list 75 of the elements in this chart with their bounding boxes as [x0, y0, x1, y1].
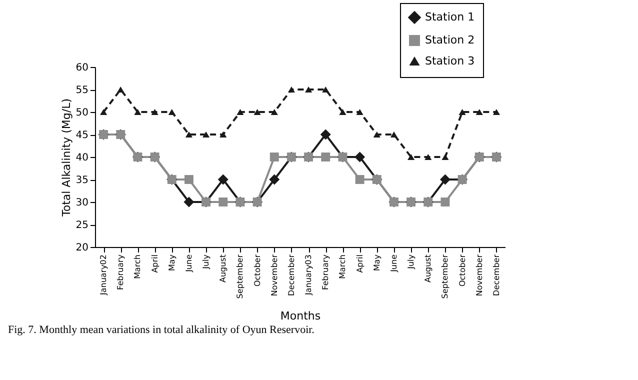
point: [339, 108, 346, 116]
y-tick-label: 50: [76, 108, 88, 118]
y-axis-title: Total Alkalinity (Mg/L): [60, 98, 73, 218]
point: [442, 154, 449, 160]
x-tick-label: June: [184, 254, 194, 273]
point: [269, 174, 280, 185]
x-tick-label: October: [458, 254, 467, 287]
point: [254, 108, 261, 116]
y-tick-label: 45: [76, 130, 88, 141]
point: [354, 152, 366, 162]
x-tick-label: November: [270, 254, 279, 296]
y-tick-label: 55: [76, 85, 88, 96]
legend-label: Station 1: [425, 10, 475, 24]
point: [492, 108, 500, 116]
y-tick-label: 40: [76, 152, 88, 164]
x-tick-label: July: [406, 254, 416, 270]
y-tick-label: 60: [76, 62, 88, 74]
x-tick-label: September: [236, 254, 245, 299]
x-tick-label: December: [492, 254, 501, 296]
x-tick-label: May: [372, 254, 382, 272]
x-tick-label: February: [321, 254, 330, 290]
point: [458, 108, 466, 116]
point: [373, 131, 380, 138]
point: [220, 131, 227, 138]
point: [185, 131, 192, 138]
x-tick-label: February: [116, 254, 126, 290]
point: [184, 175, 194, 184]
point: [100, 108, 108, 116]
y-tick-label: 25: [76, 220, 88, 231]
point: [184, 196, 194, 208]
x-tick-label: March: [338, 254, 348, 279]
x-tick-label: May: [167, 254, 176, 272]
point: [321, 152, 330, 162]
point: [424, 154, 432, 160]
x-tick-label: April: [150, 254, 160, 273]
point: [134, 108, 142, 116]
point: [408, 154, 415, 160]
x-tick-label: December: [286, 254, 296, 296]
point: [151, 108, 158, 116]
point: [218, 174, 228, 185]
y-tick-label: 30: [76, 198, 88, 208]
point: [440, 198, 450, 206]
x-tick-label: January02: [99, 254, 108, 296]
point: [218, 198, 228, 206]
caption: Fig. 7. Monthly mean variations in total alkalinity of Oyun Reservoir.: [8, 324, 316, 336]
point: [390, 131, 398, 138]
legend-label: Station 2: [425, 34, 475, 46]
x-axis-title: Months: [280, 310, 321, 323]
x-tick-label: August: [218, 254, 228, 282]
y-tick-label: 35: [76, 175, 88, 186]
point: [168, 108, 176, 116]
x-tick-label: January03: [304, 254, 314, 296]
point: [320, 129, 331, 140]
point: [236, 108, 244, 116]
point: [322, 86, 330, 93]
x-tick-label: November: [474, 254, 484, 296]
point: [202, 131, 210, 138]
point: [476, 108, 483, 116]
x-tick-label: October: [252, 254, 262, 287]
x-tick-label: April: [355, 254, 364, 273]
point: [270, 108, 278, 116]
point: [288, 86, 295, 93]
x-tick-label: March: [133, 254, 142, 279]
x-tick-label: June: [389, 254, 398, 273]
point: [270, 152, 279, 162]
point: [305, 86, 312, 93]
point: [117, 86, 124, 93]
point: [356, 108, 364, 116]
legend-label: Station 3: [425, 54, 475, 68]
point: [440, 174, 450, 185]
y-tick-label: 20: [76, 242, 88, 254]
point: [355, 175, 364, 184]
x-tick-label: September: [440, 254, 450, 299]
x-tick-label: July: [202, 254, 211, 270]
x-tick-label: August: [424, 254, 433, 282]
